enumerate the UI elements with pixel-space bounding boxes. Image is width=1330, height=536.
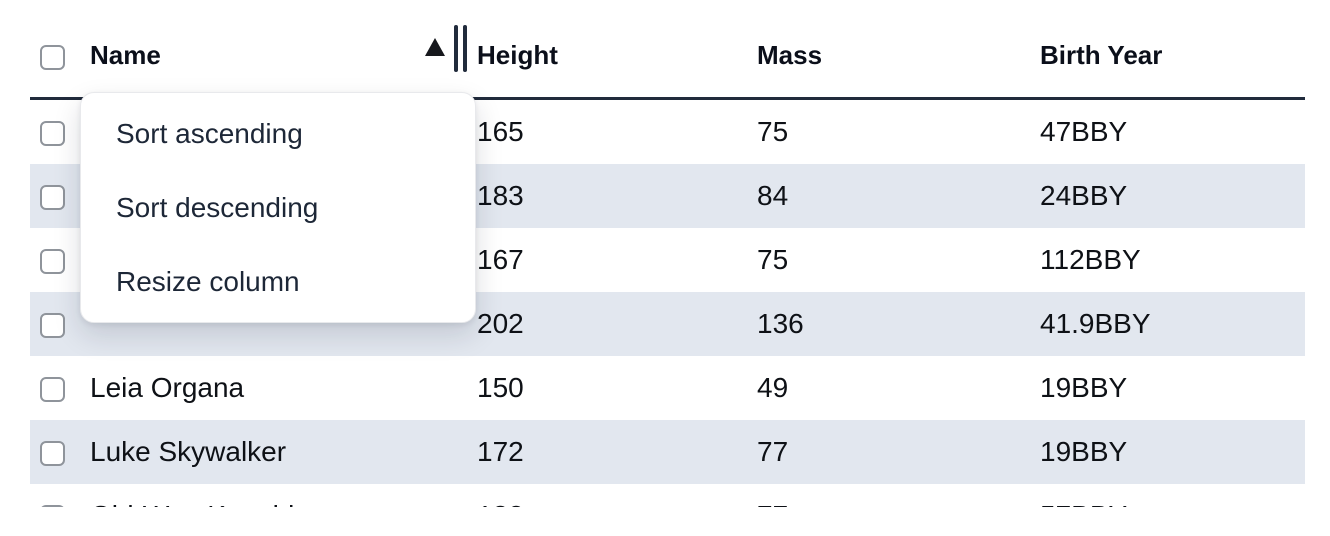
people-table: Name Height Mass Birth Year 165 75 47BBY…	[30, 0, 1305, 507]
column-header-height[interactable]: Height	[477, 40, 558, 70]
row-birth-year: 19BBY	[1040, 372, 1128, 403]
row-mass: 136	[757, 308, 804, 339]
row-height: 172	[477, 436, 524, 467]
column-header-mass[interactable]: Mass	[757, 40, 823, 70]
row-checkbox[interactable]	[40, 185, 65, 211]
row-birth-year: 24BBY	[1040, 180, 1128, 211]
select-all-cell	[30, 40, 90, 71]
row-mass: 84	[757, 180, 789, 211]
row-name: Obi-Wan Kenobi	[90, 500, 477, 507]
row-checkbox[interactable]	[40, 249, 65, 275]
row-checkbox[interactable]	[40, 377, 65, 403]
sort-ascending-icon	[425, 38, 445, 56]
row-birth-year: 41.9BBY	[1040, 308, 1151, 339]
row-height: 182	[477, 500, 757, 507]
column-context-menu: Sort ascending Sort descending Resize colu…	[80, 92, 476, 323]
menu-item-sort-ascending[interactable]: Sort ascending	[116, 118, 303, 149]
row-checkbox[interactable]	[40, 313, 65, 339]
table-row: 165 75 47BBY	[30, 100, 1305, 164]
table-row: Luke Skywalker 172 77 19BBY	[30, 420, 1305, 484]
column-header-name[interactable]: Name	[90, 14, 477, 97]
menu-item-resize-column[interactable]: Resize column	[116, 266, 300, 297]
table-row: 202 136 41.9BBY	[30, 292, 1305, 356]
row-checkbox[interactable]	[40, 505, 65, 507]
row-height: 167	[477, 244, 524, 275]
menu-item-sort-descending[interactable]: Sort descending	[116, 192, 319, 223]
row-mass: 77	[757, 500, 1040, 507]
row-checkbox-cell	[30, 308, 90, 340]
row-checkbox-cell	[30, 244, 90, 276]
table-header-row: Name Height Mass Birth Year	[30, 0, 1305, 100]
row-height: 183	[477, 180, 524, 211]
table-body: 165 75 47BBY 183 84 24BBY 167 75 112BBY …	[30, 100, 1305, 507]
table-viewport: Name Height Mass Birth Year 165 75 47BBY…	[30, 0, 1305, 507]
table-row: Obi-Wan Kenobi 182 77 57BBY	[30, 484, 1305, 507]
row-mass: 77	[757, 436, 789, 467]
row-checkbox-cell	[30, 500, 90, 507]
row-checkbox-cell	[30, 372, 90, 404]
row-birth-year: 57BBY	[1040, 500, 1305, 507]
table-row: Leia Organa 150 49 19BBY	[30, 356, 1305, 420]
column-header-name-label: Name	[90, 40, 161, 70]
row-height: 165	[477, 116, 524, 147]
row-birth-year: 47BBY	[1040, 116, 1128, 147]
row-mass: 49	[757, 372, 789, 403]
row-mass: 75	[757, 244, 789, 275]
table-row: 167 75 112BBY	[30, 228, 1305, 292]
column-resize-handle[interactable]	[454, 25, 467, 72]
select-all-checkbox[interactable]	[40, 44, 65, 70]
row-height: 150	[477, 372, 524, 403]
row-birth-year: 19BBY	[1040, 436, 1128, 467]
row-checkbox-cell	[30, 180, 90, 212]
row-checkbox-cell	[30, 436, 90, 468]
row-checkbox[interactable]	[40, 441, 65, 467]
row-birth-year: 112BBY	[1040, 244, 1141, 275]
row-mass: 75	[757, 116, 789, 147]
column-header-birth-year[interactable]: Birth Year	[1040, 40, 1163, 70]
row-height: 202	[477, 308, 524, 339]
row-name: Luke Skywalker	[90, 436, 287, 467]
row-name: Leia Organa	[90, 372, 245, 403]
row-checkbox[interactable]	[40, 121, 65, 147]
row-checkbox-cell	[30, 116, 90, 148]
